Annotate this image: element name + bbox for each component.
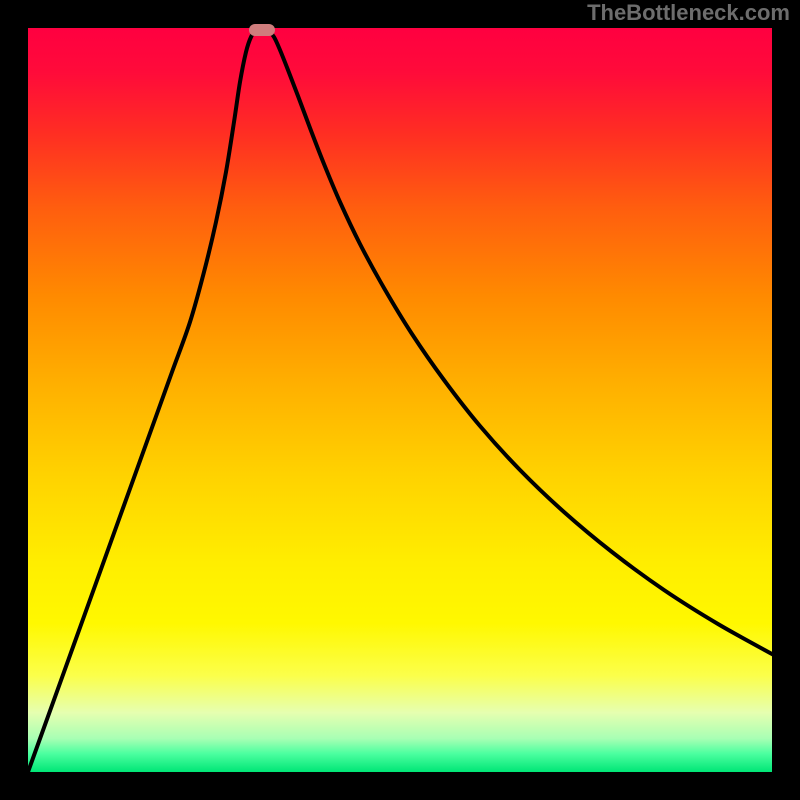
watermark-text: TheBottleneck.com xyxy=(587,0,790,26)
plot-background xyxy=(28,28,772,772)
chart-svg xyxy=(0,0,800,800)
minimum-marker xyxy=(249,24,275,36)
chart-frame: TheBottleneck.com xyxy=(0,0,800,800)
